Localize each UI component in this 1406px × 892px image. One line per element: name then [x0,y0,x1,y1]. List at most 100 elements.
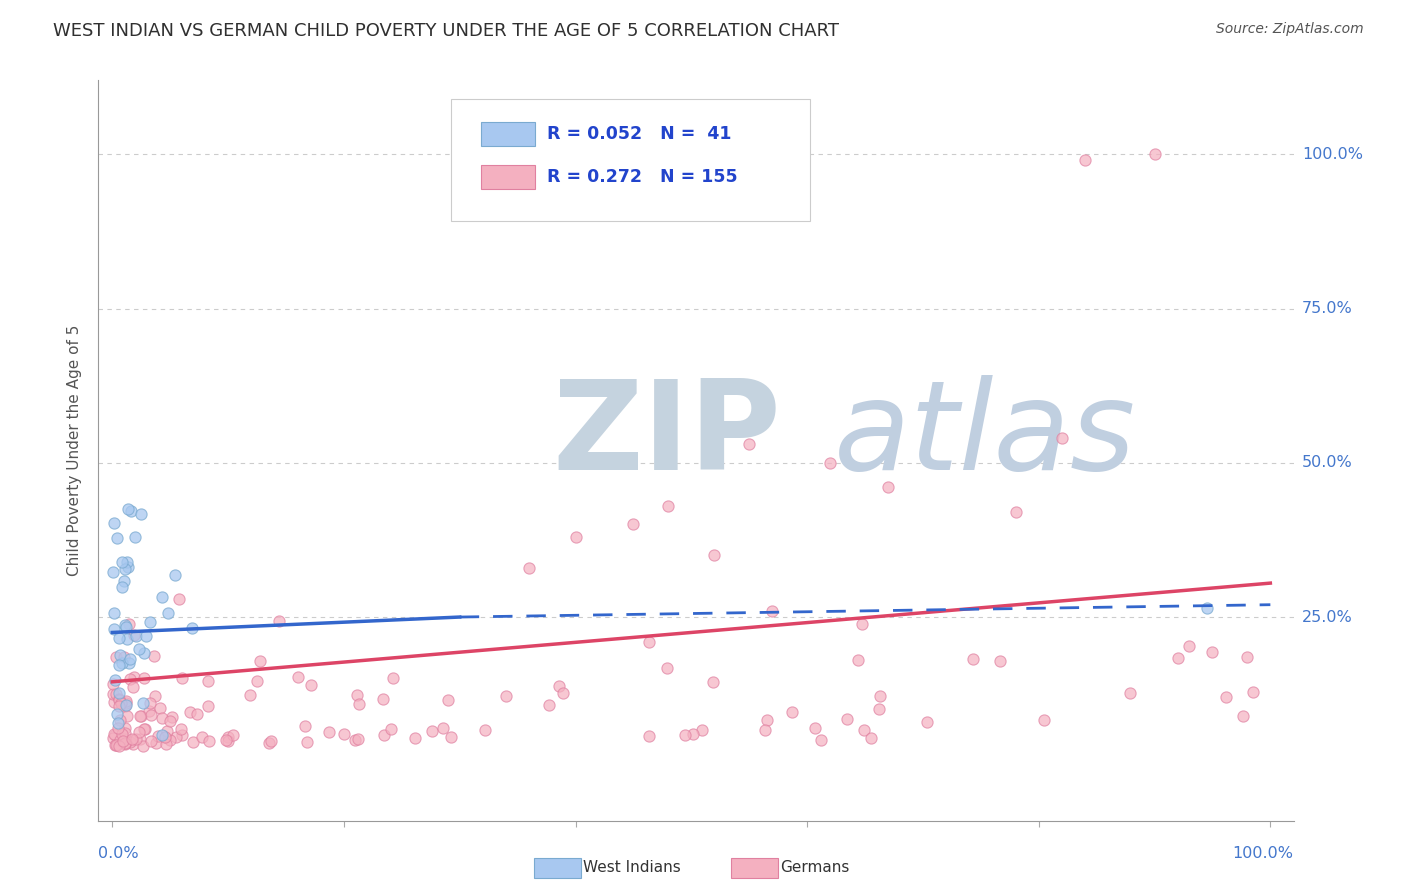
Germans [988,654,1011,668]
Germans [623,517,645,532]
Germans [114,737,136,751]
Germans [134,723,156,737]
Germans [108,692,131,706]
Germans [245,674,267,689]
Germans [148,729,170,743]
Germans [110,696,132,710]
Germans [1032,713,1054,727]
Germans [548,679,571,693]
West Indians [132,646,155,660]
Germans [869,689,891,703]
Germans [131,739,153,753]
Germans [638,730,661,744]
Germans [129,709,152,723]
Germans [371,692,394,706]
Germans [851,617,873,632]
Germans [638,635,661,649]
Germans [295,735,318,749]
Germans [853,723,876,738]
West Indians [150,590,173,604]
West Indians [152,728,174,742]
West Indians [103,566,125,580]
Germans [159,732,181,747]
Germans [129,709,152,723]
Germans [108,693,131,707]
Germans [141,734,163,748]
Germans [115,697,138,711]
Germans [267,614,290,628]
Germans [294,719,316,733]
West Indians [128,641,150,656]
West Indians [111,555,134,569]
Germans [1167,650,1189,665]
Germans [738,437,761,451]
Germans [346,689,368,703]
Germans [103,727,125,741]
Germans [690,723,713,737]
West Indians [157,606,180,620]
Germans [104,687,127,701]
West Indians [132,697,155,711]
Germans [682,727,704,741]
Germans [156,723,179,738]
Germans [104,738,127,752]
Germans [143,689,166,703]
Germans [1236,649,1258,664]
Germans [103,677,125,691]
Germans [222,728,245,742]
Germans [128,724,150,739]
Germans [287,670,309,684]
Germans [108,714,131,728]
Germans [382,671,405,685]
West Indians [180,621,202,635]
Germans [756,713,779,727]
Germans [145,736,167,750]
FancyBboxPatch shape [481,165,534,189]
Germans [186,707,208,722]
West Indians [118,652,141,666]
Germans [517,560,540,574]
Germans [780,706,803,720]
Germans [333,727,356,741]
Germans [702,674,724,689]
Germans [114,698,136,713]
Germans [837,712,859,726]
Germans [657,499,679,513]
Germans [114,721,136,735]
Germans [301,678,323,692]
West Indians [1195,600,1218,615]
Text: WEST INDIAN VS GERMAN CHILD POVERTY UNDER THE AGE OF 5 CORRELATION CHART: WEST INDIAN VS GERMAN CHILD POVERTY UNDE… [53,22,839,40]
Germans [159,714,181,728]
West Indians [108,632,131,646]
Germans [239,689,262,703]
Germans [120,734,142,748]
West Indians [103,623,125,637]
Germans [104,739,127,753]
Germans [103,687,125,701]
Germans [143,649,166,664]
Germans [537,698,560,712]
Germans [373,728,395,742]
West Indians [103,606,125,620]
Germans [1201,645,1223,659]
West Indians [135,628,157,642]
West Indians [112,574,135,589]
Germans [1004,505,1026,519]
Germans [103,695,125,709]
Germans [122,680,145,694]
Germans [124,628,146,642]
Germans [1232,709,1254,723]
Germans [754,723,776,738]
Germans [122,670,145,684]
Germans [877,481,900,495]
Germans [1143,147,1166,161]
Germans [437,693,460,707]
Germans [139,696,162,710]
Germans [170,728,193,742]
Germans [105,738,128,752]
Text: Germans: Germans [780,860,849,874]
Germans [495,689,517,703]
West Indians [104,673,127,688]
Germans [820,456,842,470]
Germans [214,732,236,747]
